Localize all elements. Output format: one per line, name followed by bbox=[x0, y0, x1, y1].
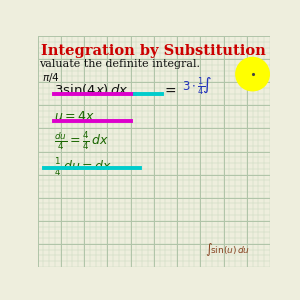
Text: $\frac{1}{4}\,du = dx$: $\frac{1}{4}\,du = dx$ bbox=[54, 156, 112, 178]
Text: Integration by Substitution: Integration by Substitution bbox=[41, 44, 266, 58]
Text: $\frac{du}{4} = \frac{4}{4}\,dx$: $\frac{du}{4} = \frac{4}{4}\,dx$ bbox=[54, 131, 108, 152]
Text: $\int\!\sin(u)\,du$: $\int\!\sin(u)\,du$ bbox=[205, 241, 250, 258]
Circle shape bbox=[236, 58, 269, 91]
Text: valuate the definite integral.: valuate the definite integral. bbox=[39, 59, 200, 69]
Text: $=$: $=$ bbox=[162, 83, 177, 98]
Text: $\pi/4$: $\pi/4$ bbox=[42, 70, 60, 84]
Text: $3\sin(4x)\,dx$: $3\sin(4x)\,dx$ bbox=[54, 82, 128, 97]
Text: $u = 4x$: $u = 4x$ bbox=[54, 110, 94, 123]
Text: $3 \cdot \frac{1}{4}\!\int$: $3 \cdot \frac{1}{4}\!\int$ bbox=[182, 75, 212, 97]
